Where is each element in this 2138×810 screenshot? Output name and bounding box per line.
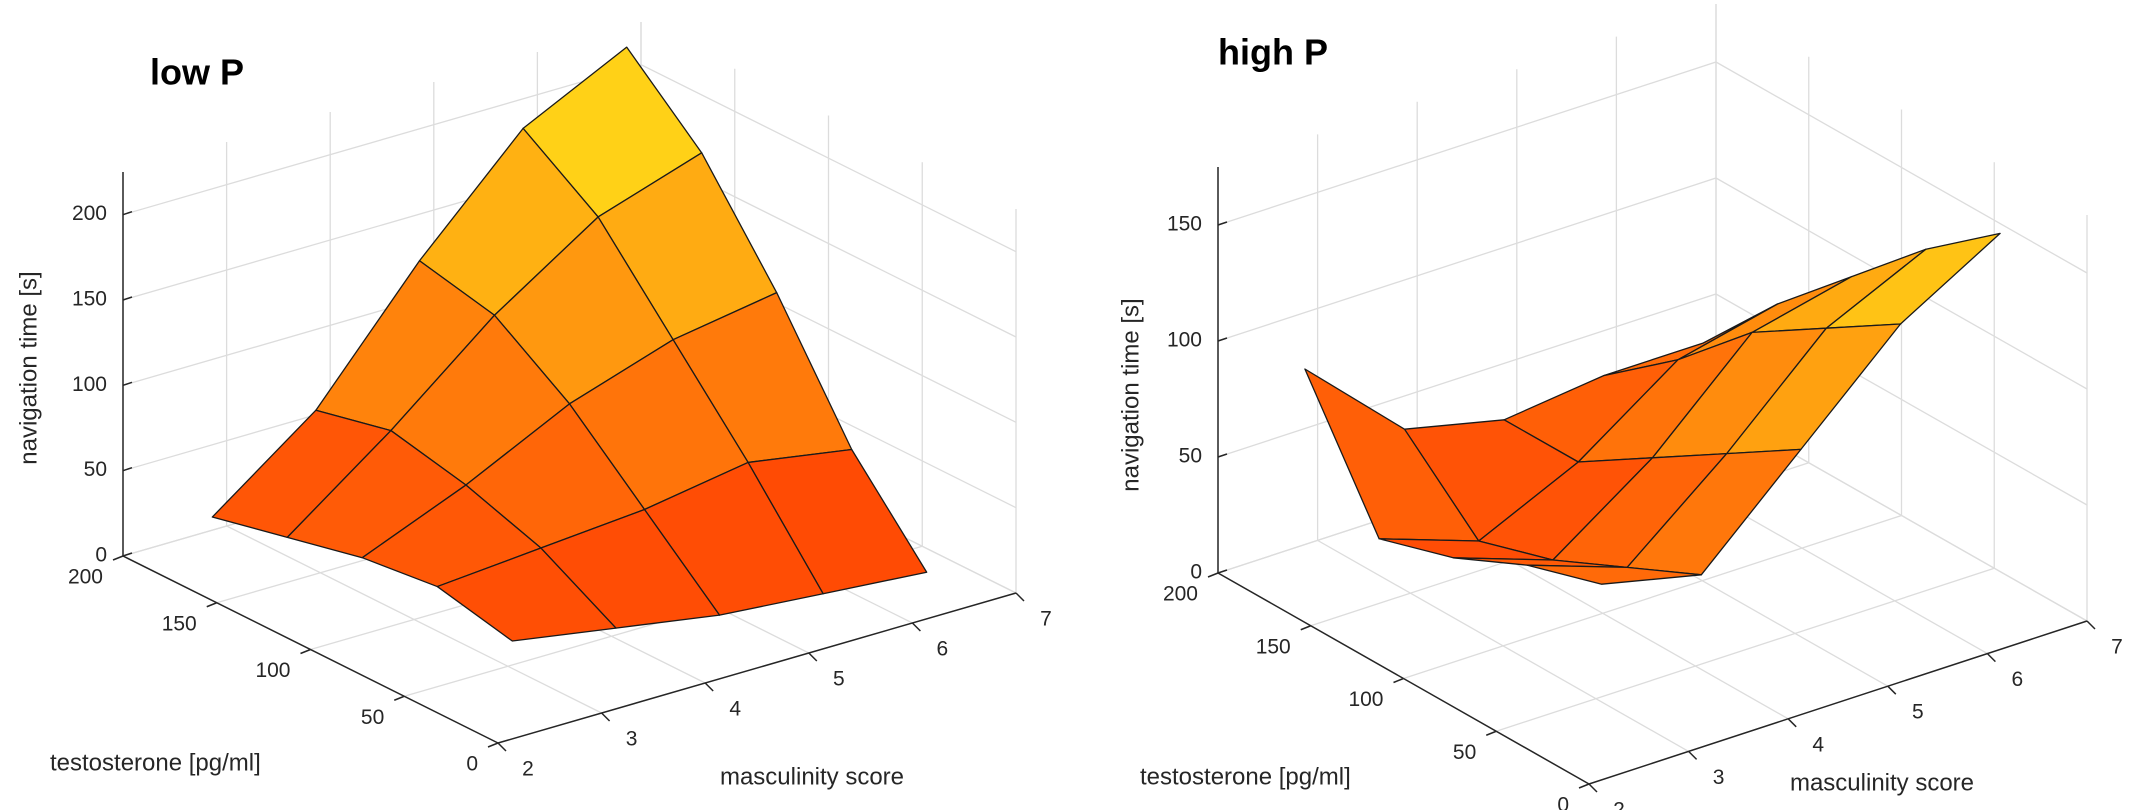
z-tick [1217,337,1228,342]
y-grid-line [1310,56,1810,627]
x-tick-label: 4 [1812,733,1824,756]
y-grid-line [1496,162,1995,732]
x-tick [1787,718,1797,728]
z-tick [122,210,133,216]
y-tick [1578,783,1590,789]
z-tick [122,466,133,472]
x-tick [497,742,507,752]
y-tick [487,742,499,748]
x-axis-line [1588,620,2088,785]
x-tick-label: 2 [1613,799,1625,810]
y-tick-label: 150 [162,612,197,635]
z-axis-label: navigation time [s] [1117,298,1144,491]
x-tick-label: 3 [626,728,638,751]
y-tick-label: 50 [1453,741,1476,764]
x-tick [704,682,714,692]
y-grid-line [404,162,923,697]
z-tick [1217,569,1228,574]
x-tick [1887,685,1897,695]
x-tick-label: 7 [1040,608,1052,631]
y-tick-label: 200 [68,566,103,589]
y-tick [1485,730,1497,736]
surface-patch [436,547,617,642]
z-axis-label: navigation time [s] [15,271,42,464]
x-tick [911,622,921,632]
y-tick-label: 100 [1348,688,1383,711]
z-tick-label: 0 [95,544,107,567]
x-axis-label: masculinity score [1790,769,1974,796]
z-tick [1217,453,1228,458]
y-tick [112,555,124,561]
z-tick-label: 100 [1167,329,1202,352]
x-tick-label: 3 [1713,766,1725,789]
y-tick-label: 0 [1557,794,1569,810]
x-tick-label: 4 [729,698,741,721]
y-grid-line [1403,109,1903,680]
x-tick [1986,653,1996,663]
x-tick-label: 5 [1912,701,1924,724]
x-tick [2086,620,2096,630]
z-tick [122,381,133,387]
z-tick [122,552,133,557]
x-axis-label: masculinity score [720,763,904,790]
x-tick-label: 5 [833,668,845,691]
x-tick [1688,750,1698,760]
x-tick-label: 2 [522,758,534,781]
x-tick-label: 6 [937,638,949,661]
z-tick-label: 50 [84,458,107,481]
z-tick-label: 150 [1167,213,1202,236]
x-tick [808,652,818,662]
x-tick-label: 7 [2111,636,2123,659]
y-tick [1393,677,1404,684]
y-tick-label: 0 [466,753,478,776]
y-axis-label: testosterone [pg/ml] [1140,763,1351,790]
z-tick-label: 150 [72,288,107,311]
y-tick-label: 200 [1163,583,1198,606]
z-tick [1217,221,1228,226]
z-tick-label: 50 [1179,445,1202,468]
surface-patch [1526,564,1702,585]
y-tick [1300,625,1312,631]
y-tick [393,695,405,701]
surface-chart: 234567050100150200050100150high Pnavigat… [1117,4,2123,810]
x-tick-label: 6 [2012,668,2024,691]
chart-title: low P [150,52,244,93]
z-grid-line [1217,61,2088,274]
y-tick [300,648,311,655]
y-tick-label: 50 [361,706,384,729]
chart-title: high P [1218,32,1328,73]
z-grid-line [1217,177,2088,390]
x-tick [1015,592,1025,602]
y-tick [206,602,218,608]
z-tick-label: 0 [1190,561,1202,584]
z-tick-label: 100 [72,373,107,396]
x-tick [1588,783,1598,793]
y-tick-label: 100 [255,659,290,682]
y-tick [1207,572,1219,578]
y-tick-label: 150 [1256,635,1291,658]
z-tick [122,296,133,301]
x-axis-line [497,592,1017,744]
y-axis-label: testosterone [pg/ml] [50,749,261,776]
x-tick [601,712,611,722]
z-tick-label: 200 [72,202,107,225]
